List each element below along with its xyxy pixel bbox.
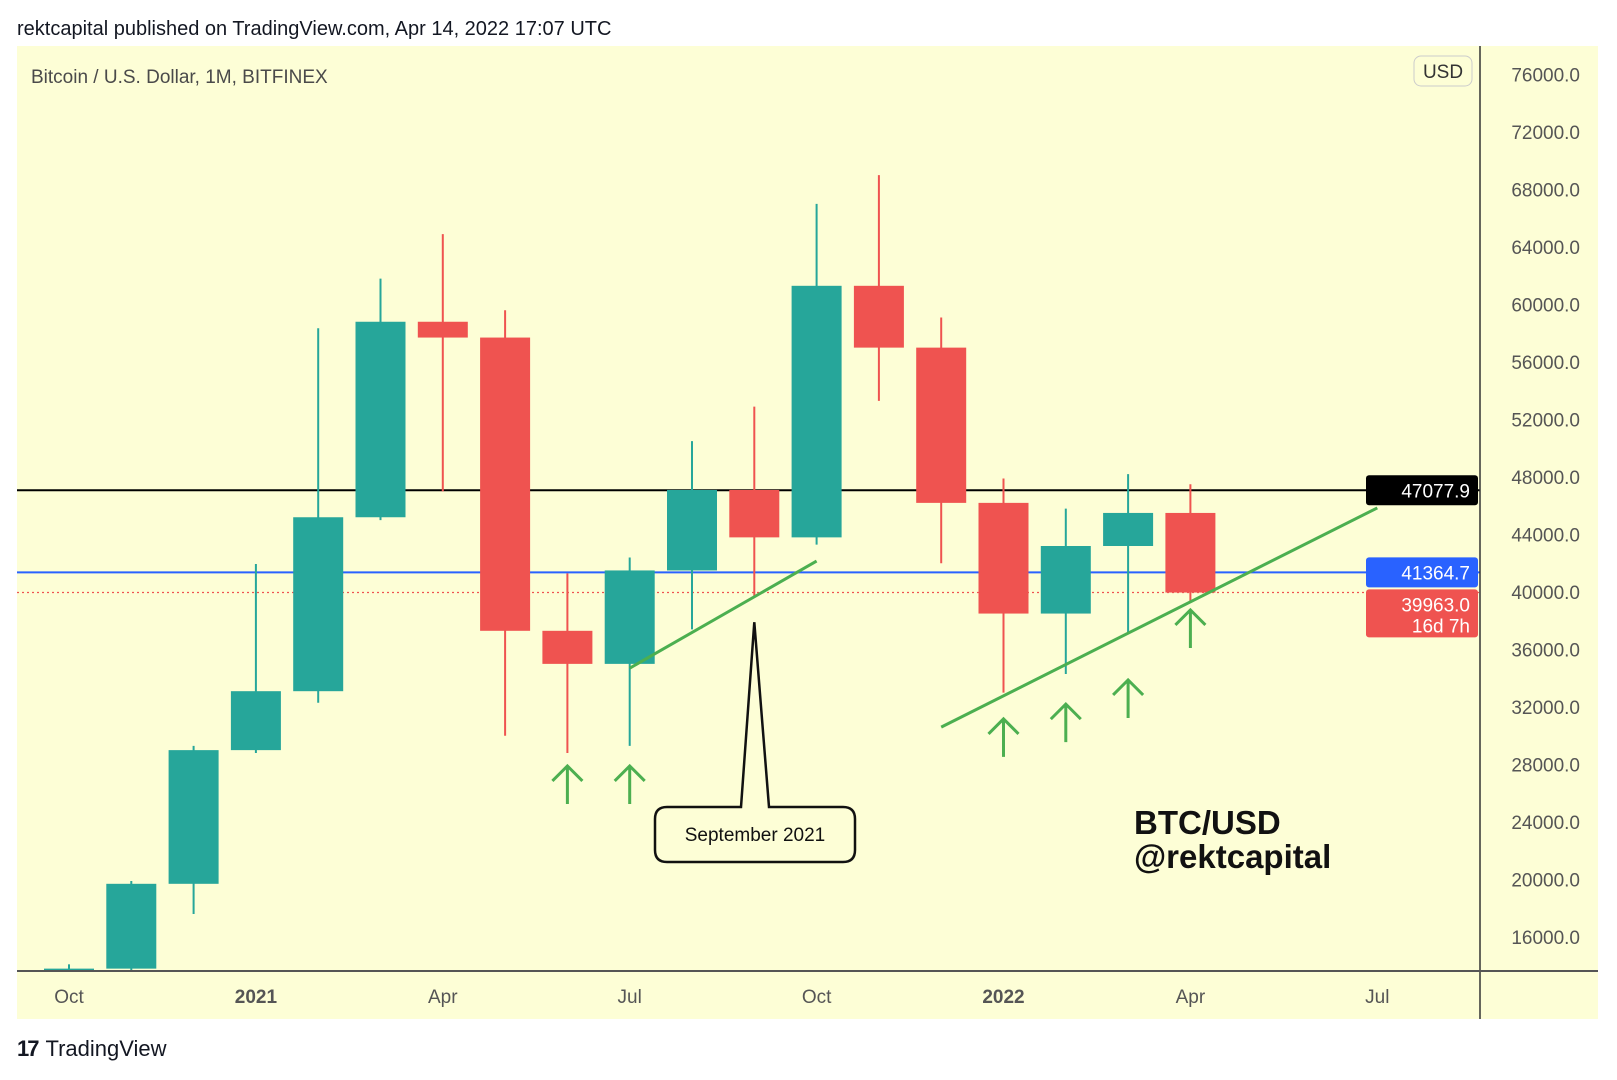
candle-body: [293, 517, 344, 692]
price-tick-label: 32000.0: [1511, 698, 1580, 719]
price-tag: 41364.7: [1366, 557, 1478, 588]
price-tick-label: 40000.0: [1511, 583, 1580, 604]
candle: [667, 441, 717, 630]
candle: [168, 745, 219, 914]
price-tick-label: 72000.0: [1511, 123, 1580, 144]
candle: [1040, 508, 1091, 674]
candle: [1165, 484, 1216, 603]
chart-title: Bitcoin / U.S. Dollar, 1M, BITFINEX: [31, 67, 328, 88]
price-tag: 47077.9: [1366, 475, 1478, 506]
up-arrow-icon: [1049, 702, 1082, 743]
trendline: [628, 559, 818, 670]
price-tag-value: 39963.0: [1401, 595, 1470, 616]
time-tick-label: Jul: [1365, 987, 1389, 1008]
up-arrow-icon: [613, 763, 646, 804]
price-tick-label: 56000.0: [1511, 353, 1580, 374]
price-tick-label: 48000.0: [1511, 468, 1580, 489]
candle-body: [106, 883, 157, 969]
price-tick-label: 36000.0: [1511, 641, 1580, 662]
time-tick-label: Apr: [428, 987, 458, 1008]
candle-body: [542, 630, 593, 664]
candle: [106, 880, 157, 971]
candle-body: [1103, 512, 1154, 546]
trendline: [940, 506, 1378, 729]
candle-body: [978, 502, 1029, 614]
time-tick-label: Apr: [1176, 987, 1206, 1008]
time-tick-label: Oct: [802, 987, 832, 1008]
price-tick-label: 28000.0: [1511, 756, 1580, 777]
candle: [729, 406, 780, 598]
candle-body: [168, 750, 219, 884]
price-tick-label: 60000.0: [1511, 296, 1580, 317]
up-arrow-icon: [1174, 607, 1207, 648]
candle-body: [230, 691, 281, 751]
price-tick-label: 24000.0: [1511, 813, 1580, 834]
september-2021-callout: September 2021: [653, 622, 857, 864]
tradingview-brand: TradingView: [45, 1036, 167, 1061]
price-tag-bg: [1366, 557, 1478, 588]
currency-button[interactable]: USD: [1413, 55, 1473, 87]
candle-body: [1040, 546, 1091, 614]
up-arrow-icon: [1112, 677, 1145, 718]
up-arrow-icon: [551, 763, 584, 804]
price-tag-bg: [1366, 475, 1478, 506]
currency-button-label: USD: [1423, 62, 1463, 83]
candle: [978, 478, 1029, 693]
time-axis[interactable]: Oct 2021 Apr Jul Oct 2022 Apr Jul: [54, 987, 1389, 1008]
candle: [1103, 474, 1154, 633]
tradingview-logo-icon: 17: [17, 1036, 40, 1061]
candle: [604, 557, 655, 746]
up-arrow-icon: [987, 716, 1020, 757]
candle-body: [853, 285, 904, 348]
price-axis[interactable]: 76000.0 72000.0 68000.0 64000.0 60000.0 56000…: [1511, 66, 1580, 950]
price-tick-label: 16000.0: [1511, 928, 1580, 949]
candle: [417, 234, 468, 492]
candle-body: [667, 489, 717, 571]
callout-shape: [653, 622, 857, 864]
time-tick-label: Oct: [54, 987, 84, 1008]
callout-label: September 2021: [685, 825, 826, 846]
watermark-line-1: BTC/USD: [1134, 804, 1281, 841]
price-tick-label: 68000.0: [1511, 181, 1580, 202]
price-tick-label: 52000.0: [1511, 411, 1580, 432]
price-tag-value: 47077.9: [1401, 481, 1470, 502]
time-tick-label: Jul: [618, 987, 642, 1008]
tradingview-footer[interactable]: 17 TradingView: [17, 1036, 167, 1062]
candle: [916, 317, 967, 564]
candle-body: [1165, 512, 1216, 593]
candle: [791, 203, 842, 545]
plot-area: September 2021: [17, 175, 1480, 971]
watermark-line-2: @rektcapital: [1134, 838, 1331, 875]
candle-body: [604, 570, 655, 664]
candle: [44, 964, 94, 971]
candle-body: [417, 321, 468, 338]
price-tick-label: 76000.0: [1511, 66, 1580, 87]
candle-body: [916, 347, 967, 503]
price-tag-value: 41364.7: [1401, 563, 1470, 584]
publish-header: rektcapital published on TradingView.com…: [17, 18, 612, 40]
candle: [542, 573, 593, 753]
candle: [293, 328, 344, 703]
price-tag-bg: [1366, 589, 1478, 638]
time-tick-label: 2022: [982, 987, 1024, 1008]
time-tick-label: 2021: [235, 987, 278, 1008]
watermark: BTC/USD @rektcapital: [1134, 804, 1331, 875]
price-tick-label: 20000.0: [1511, 871, 1580, 892]
candle-body: [480, 337, 531, 631]
price-tick-label: 64000.0: [1511, 238, 1580, 259]
candle-body: [729, 489, 780, 538]
candle: [853, 175, 904, 401]
price-tick-label: 44000.0: [1511, 526, 1580, 547]
candle-countdown: 16d 7h: [1412, 616, 1470, 637]
candle: [230, 563, 281, 753]
candle-body: [791, 285, 842, 538]
candle: [355, 278, 406, 521]
candle: [480, 310, 531, 736]
candle-body: [44, 968, 94, 971]
candle-body: [355, 321, 406, 518]
